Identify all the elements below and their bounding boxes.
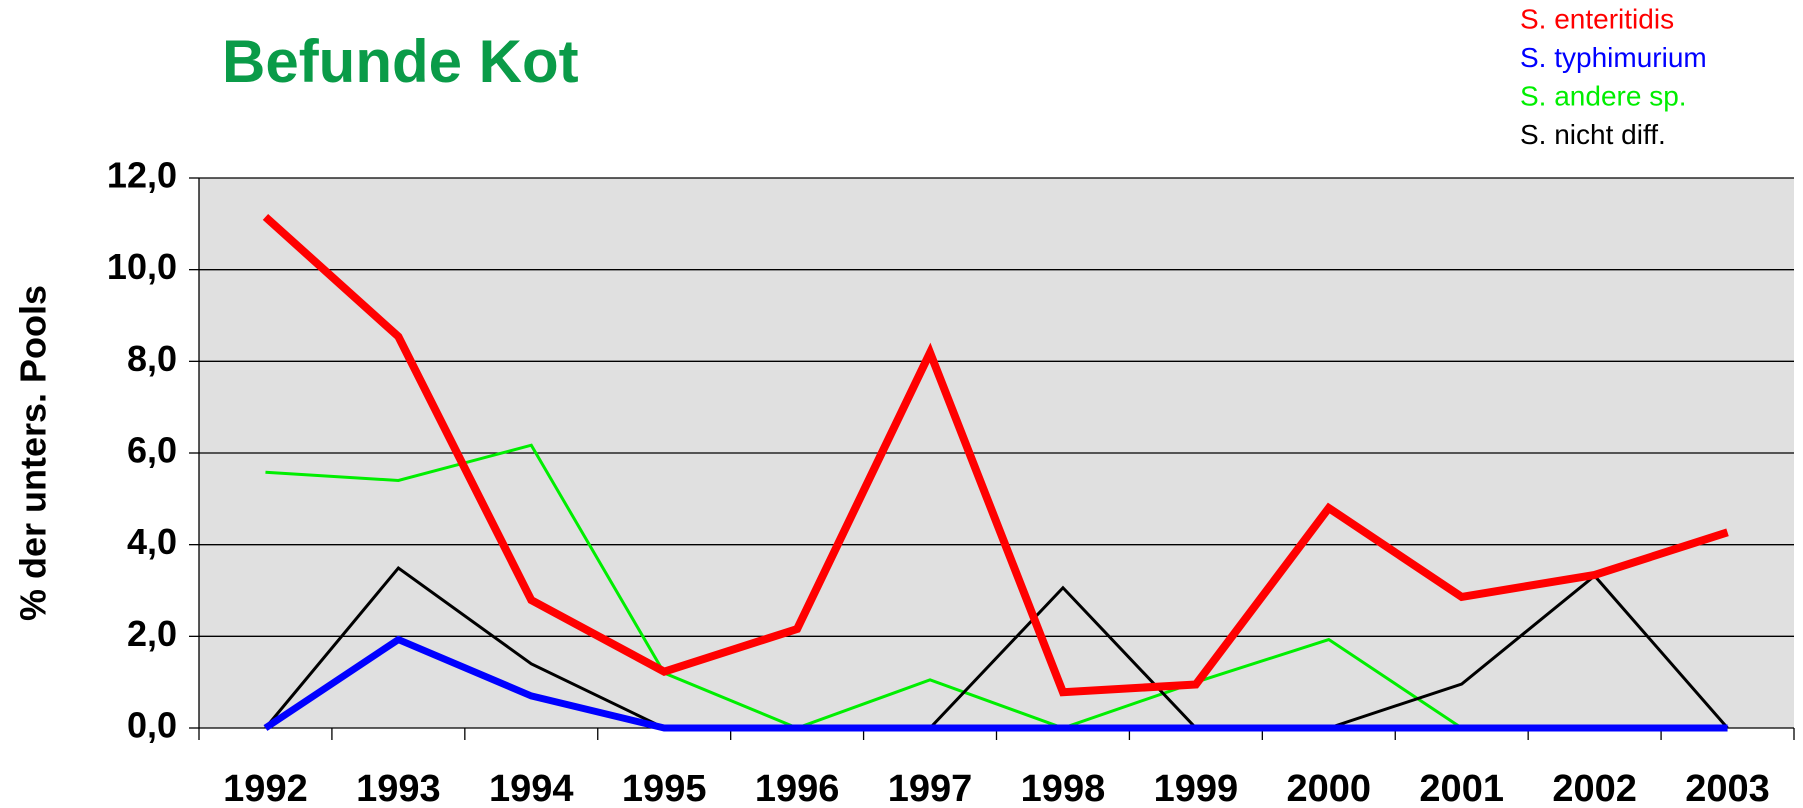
series-line xyxy=(262,213,1729,697)
x-tick-label: 2001 xyxy=(1419,768,1504,808)
x-tick-label: 1996 xyxy=(755,768,840,808)
y-tick-label: 10,0 xyxy=(107,246,177,287)
y-tick-label: 4,0 xyxy=(127,521,177,562)
y-tick-label: 2,0 xyxy=(127,613,177,654)
chart-title: Befunde Kot xyxy=(222,28,579,95)
x-tick-label: 1994 xyxy=(489,768,574,808)
x-tick-label: 2002 xyxy=(1552,768,1637,808)
x-tick-label: 1998 xyxy=(1021,768,1106,808)
y-tick-label: 8,0 xyxy=(127,338,177,379)
series-line xyxy=(263,635,1728,732)
y-tick-label: 0,0 xyxy=(127,705,177,746)
legend-label: S. nicht diff. xyxy=(1520,119,1666,150)
y-axis-label: % der unters. Pools xyxy=(13,285,54,621)
x-tick-label: 2003 xyxy=(1685,768,1770,808)
x-tick-label: 1995 xyxy=(622,768,707,808)
legend-label: S. typhimurium xyxy=(1520,42,1707,73)
legend-label: S. andere sp. xyxy=(1520,80,1687,111)
legend-label: S. enteritidis xyxy=(1520,3,1674,34)
y-tick-label: 6,0 xyxy=(127,430,177,471)
x-tick-label: 1997 xyxy=(888,768,973,808)
x-tick-label: 1993 xyxy=(356,768,441,808)
y-tick-label: 12,0 xyxy=(107,155,177,196)
x-tick-label: 2000 xyxy=(1287,768,1372,808)
series-line xyxy=(264,566,1729,730)
x-tick-label: 1992 xyxy=(223,768,308,808)
x-tick-label: 1999 xyxy=(1154,768,1239,808)
